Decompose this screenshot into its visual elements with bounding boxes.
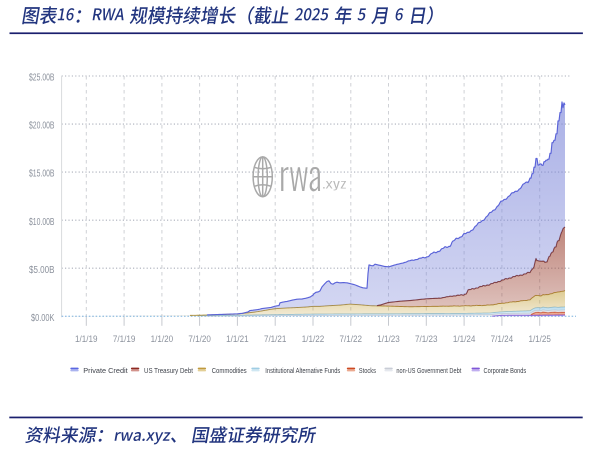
svg-text:7/1/19: 7/1/19 — [113, 334, 136, 345]
svg-text:1/1/20: 1/1/20 — [151, 334, 174, 345]
svg-text:Corporate Bonds: Corporate Bonds — [484, 368, 527, 375]
svg-text:$25.00B: $25.00B — [29, 73, 55, 84]
svg-text:7/1/21: 7/1/21 — [264, 334, 287, 345]
svg-text:Stocks: Stocks — [359, 368, 377, 375]
svg-text:$15.00B: $15.00B — [29, 169, 55, 180]
svg-text:1/1/23: 1/1/23 — [377, 334, 400, 345]
svg-text:Private Credit: Private Credit — [83, 368, 127, 375]
svg-text:Commodities: Commodities — [212, 368, 247, 375]
svg-text:1/1/24: 1/1/24 — [453, 334, 476, 345]
svg-text:1/1/19: 1/1/19 — [75, 334, 98, 345]
svg-text:7/1/22: 7/1/22 — [340, 334, 363, 345]
svg-text:7/1/24: 7/1/24 — [491, 334, 514, 345]
svg-text:1/1/25: 1/1/25 — [528, 334, 551, 345]
svg-text:1/1/21: 1/1/21 — [226, 334, 249, 345]
svg-text:1/1/22: 1/1/22 — [302, 334, 325, 345]
svg-text:Institutional Alternative Fund: Institutional Alternative Funds — [265, 368, 340, 375]
svg-text:$5.00B: $5.00B — [29, 265, 55, 276]
svg-text:$0.00K: $0.00K — [31, 313, 55, 324]
svg-text:$10.00B: $10.00B — [29, 217, 55, 228]
svg-text:non-US Government Debt: non-US Government Debt — [396, 368, 461, 375]
svg-text:7/1/23: 7/1/23 — [415, 334, 438, 345]
svg-text:US Treasury Debt: US Treasury Debt — [144, 368, 193, 375]
svg-text:$20.00B: $20.00B — [29, 121, 55, 132]
svg-text:7/1/20: 7/1/20 — [188, 334, 211, 345]
